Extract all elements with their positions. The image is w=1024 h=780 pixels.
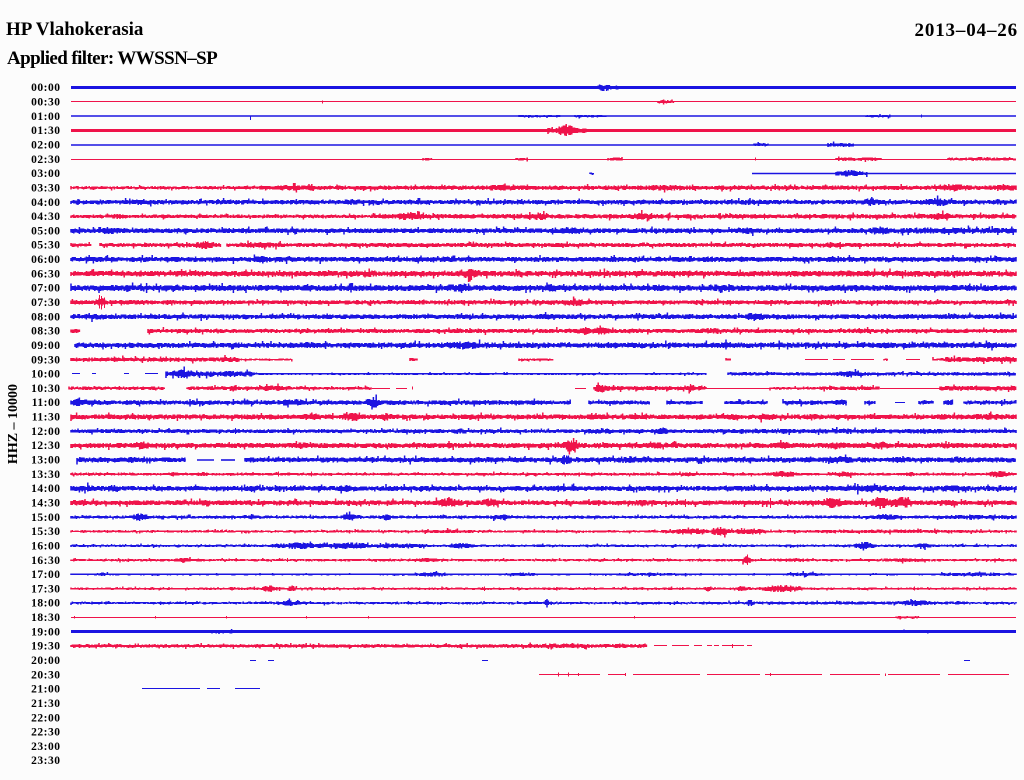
svg-text:21:00: 21:00 <box>31 684 60 696</box>
svg-text:08:00: 08:00 <box>31 311 60 323</box>
svg-text:08:30: 08:30 <box>31 326 60 338</box>
svg-text:02:30: 02:30 <box>31 154 60 166</box>
svg-text:23:30: 23:30 <box>31 755 60 767</box>
svg-text:04:00: 04:00 <box>31 197 60 209</box>
svg-text:06:30: 06:30 <box>31 268 60 280</box>
svg-text:21:30: 21:30 <box>31 698 60 710</box>
svg-text:07:00: 07:00 <box>31 283 60 295</box>
svg-text:22:00: 22:00 <box>31 712 60 724</box>
svg-text:01:00: 01:00 <box>31 111 60 123</box>
svg-text:16:30: 16:30 <box>31 555 60 567</box>
svg-text:14:30: 14:30 <box>31 498 60 510</box>
svg-text:18:30: 18:30 <box>31 612 60 624</box>
svg-text:14:00: 14:00 <box>31 483 60 495</box>
svg-text:15:00: 15:00 <box>31 512 60 524</box>
svg-text:05:00: 05:00 <box>31 225 60 237</box>
svg-text:13:30: 13:30 <box>31 469 60 481</box>
svg-text:18:00: 18:00 <box>31 598 60 610</box>
svg-text:10:30: 10:30 <box>31 383 60 395</box>
svg-text:03:00: 03:00 <box>31 168 60 180</box>
svg-text:09:00: 09:00 <box>31 340 60 352</box>
svg-text:09:30: 09:30 <box>31 354 60 366</box>
svg-text:16:00: 16:00 <box>31 540 60 552</box>
svg-text:13:00: 13:00 <box>31 455 60 467</box>
svg-text:01:30: 01:30 <box>31 125 60 137</box>
svg-text:00:00: 00:00 <box>31 82 60 94</box>
svg-text:19:30: 19:30 <box>31 641 60 653</box>
svg-text:03:30: 03:30 <box>31 182 60 194</box>
svg-text:22:30: 22:30 <box>31 727 60 739</box>
svg-text:20:00: 20:00 <box>31 655 60 667</box>
svg-text:11:00: 11:00 <box>32 397 61 409</box>
svg-text:12:30: 12:30 <box>31 440 60 452</box>
svg-text:06:00: 06:00 <box>31 254 60 266</box>
svg-text:00:30: 00:30 <box>31 97 60 109</box>
svg-text:11:30: 11:30 <box>32 412 61 424</box>
svg-text:17:30: 17:30 <box>31 583 60 595</box>
svg-text:23:00: 23:00 <box>31 741 60 753</box>
svg-text:15:30: 15:30 <box>31 526 60 538</box>
svg-text:17:00: 17:00 <box>31 569 60 581</box>
svg-text:12:00: 12:00 <box>31 426 60 438</box>
svg-text:02:00: 02:00 <box>31 140 60 152</box>
svg-text:07:30: 07:30 <box>31 297 60 309</box>
svg-text:20:30: 20:30 <box>31 669 60 681</box>
svg-text:19:00: 19:00 <box>31 626 60 638</box>
svg-text:10:00: 10:00 <box>31 369 60 381</box>
svg-text:05:30: 05:30 <box>31 240 60 252</box>
svg-text:04:30: 04:30 <box>31 211 60 223</box>
